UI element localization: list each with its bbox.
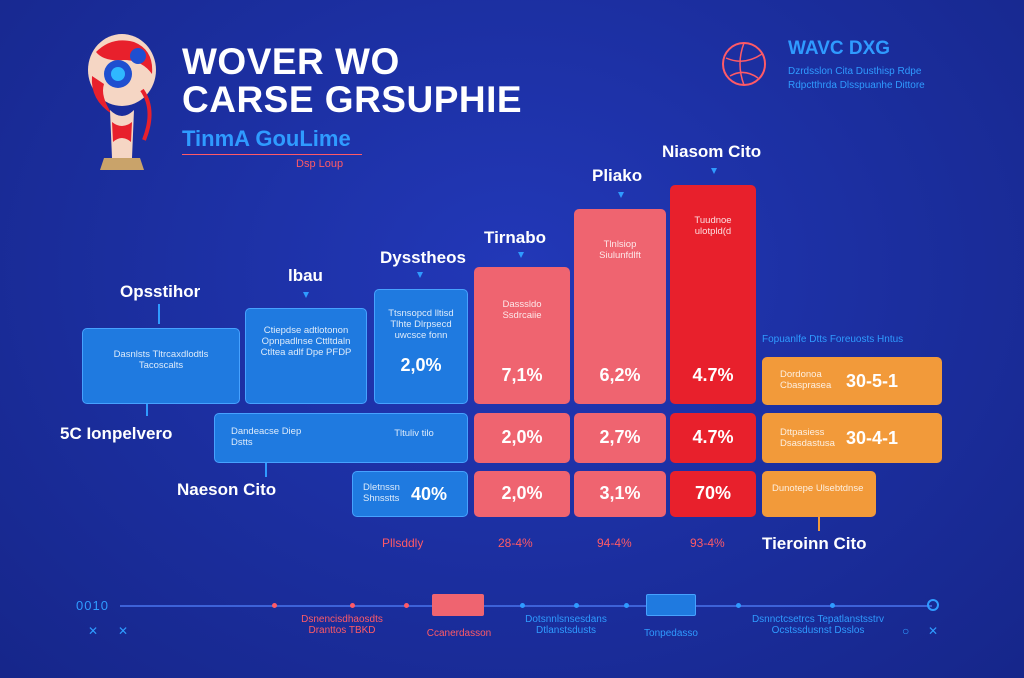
- timeline-label-1: Dsnencisdhaosdts Dranttos TBKD: [301, 614, 383, 636]
- timeline-right-circle-icon: ○: [902, 624, 910, 638]
- tagline: Dsp Loup: [296, 158, 344, 170]
- column-4-pointer: [518, 252, 524, 258]
- column-5-card-text: Tlnlsiop Siulunfdlft: [599, 239, 641, 261]
- column-6-foot: 93-4%: [690, 536, 725, 550]
- timeline-label-2: Ccanerdasson: [426, 628, 492, 639]
- timeline-right-cross-icon: ✕: [928, 624, 939, 638]
- timeline-end-icon: [927, 599, 939, 611]
- column-1-card-text: Dasnlsts Tltrcaxdlodtls Tacoscalts: [113, 349, 209, 371]
- column-2-caption: lbau: [288, 266, 323, 285]
- right-row-1-card: Dordonoa Cbasprasea 30-5-1: [762, 357, 942, 405]
- column-4-value-1: 7,1%: [501, 365, 543, 385]
- right-row-2-value: 30-4-1: [846, 428, 899, 448]
- column-1-caption: Opsstihor: [120, 282, 201, 301]
- column-6-value-1: 4.7%: [692, 365, 734, 385]
- column-2-pointer: [303, 292, 309, 298]
- column-1-card: Dasnlsts Tltrcaxdlodtls Tacoscalts: [82, 328, 240, 404]
- timeline-marker-8: [830, 603, 835, 608]
- column-2-card: Ctiepdse adtlotonon Opnpadlnse Cttltdaln…: [245, 308, 367, 404]
- row-2-wide-card-text: Dandeacse Diep Dstts: [231, 426, 302, 448]
- right-row-3-card: Dunotepe Ulsebtdnse: [762, 471, 876, 517]
- row-2-wide-card-right-text: Tltuliv tilo: [394, 428, 434, 439]
- column-3-card-text: Ttsnsopcd lltisd Tlhte Dlrpsecd uwcsce f…: [388, 308, 454, 341]
- row-2-wide-card: Dandeacse Diep Dstts Tltuliv tilo: [214, 413, 468, 463]
- column-4-caption: Tirnabo: [484, 228, 547, 247]
- timeline-marker-1: [272, 603, 277, 608]
- column-6-card: Tuudnoe ulotpld(d 4.7%: [670, 185, 756, 404]
- row-3-label: Naeson Cito: [177, 480, 277, 499]
- column-5-value-1: 6,2%: [599, 365, 641, 385]
- right-row-2-card: Dttpasiess Dsasdastusa 30-4-1: [762, 413, 942, 463]
- column-5-row-3-card: 3,1%: [574, 471, 666, 517]
- column-3-row-3-card: Dletnssn Shnsstts 40%: [352, 471, 468, 517]
- column-4-row-2-card: 2,0%: [474, 413, 570, 463]
- column-4-card-text: Dasssldo Ssdrcaiie: [502, 299, 542, 321]
- right-row-1-value: 30-5-1: [846, 371, 899, 391]
- right-row-3-text: Dunotepe Ulsebtdnse: [772, 483, 864, 494]
- timeline-marker-2: [350, 603, 355, 608]
- column-4-value-3: 2,0%: [501, 483, 543, 503]
- timeline-start-label: 0010: [76, 598, 109, 613]
- column-6-row-3-card: 70%: [670, 471, 756, 517]
- column-3-value-3: 40%: [411, 484, 448, 504]
- row-2-connector: [265, 463, 267, 477]
- column-3-row-3-text: Dletnssn Shnsstts: [363, 482, 400, 504]
- column-5-value-3: 3,1%: [599, 483, 641, 503]
- world-cup-trophy-logo: [88, 34, 156, 170]
- timeline-label-4: Tonpedasso: [644, 628, 698, 639]
- timeline-axis: [120, 605, 932, 607]
- foot-left-label: Pllsddly: [382, 536, 424, 550]
- timeline-left-cross-icon-2: ✕: [118, 624, 129, 638]
- column-3-caption: Dysstheos: [380, 248, 466, 267]
- column-5-foot: 94-4%: [597, 536, 632, 550]
- column-3-pointer: [417, 272, 423, 278]
- right-row-3-connector: [818, 517, 820, 531]
- column-5-pointer: [618, 192, 624, 198]
- column-4-foot: 28-4%: [498, 536, 533, 550]
- column-2-card-text: Ctiepdse adtlotonon Opnpadlnse Cttltdaln…: [260, 325, 352, 358]
- subtitle-underline: [182, 154, 362, 155]
- timeline-pink-segment: [432, 594, 484, 616]
- column-5-value-2: 2,7%: [599, 427, 641, 447]
- column-4-row-3-card: 2,0%: [474, 471, 570, 517]
- column-6-value-2: 4.7%: [692, 427, 734, 447]
- right-row-1-text: Dordonoa Cbasprasea: [780, 369, 832, 391]
- column-5-row-2-card: 2,7%: [574, 413, 666, 463]
- subtitle: TinmA GouLime: [182, 126, 351, 151]
- column-4-value-2: 2,0%: [501, 427, 543, 447]
- timeline-label-3: Dotsnnlsnsesdans Dtlanstsdusts: [525, 614, 607, 636]
- timeline-marker-7: [736, 603, 741, 608]
- globe-icon: [722, 42, 766, 86]
- timeline-marker-4: [520, 603, 525, 608]
- column-6-pointer: [711, 168, 717, 174]
- column-1-down-connector: [146, 404, 148, 416]
- right-row-2-text: Dttpasiess Dsasdastusa: [780, 427, 835, 449]
- timeline-label-5: Dsnnctcsetrcs Tepatlanstsstrv Ocstssdusn…: [751, 614, 885, 636]
- column-6-row-2-card: 4.7%: [670, 413, 756, 463]
- brand-line-1: Dzrdsslon Cita Dusthisp Rdpe: [788, 66, 922, 77]
- timeline-marker-3: [404, 603, 409, 608]
- right-block-caption: Tieroinn Cito: [762, 534, 867, 553]
- column-3-card: Ttsnsopcd lltisd Tlhte Dlrpsecd uwcsce f…: [374, 289, 468, 404]
- column-6-caption: Niasom Cito: [662, 142, 762, 161]
- timeline-left-cross-icon: ✕: [88, 624, 99, 638]
- column-6-value-3: 70%: [694, 483, 732, 503]
- timeline-marker-6: [624, 603, 629, 608]
- title-line-2: CARSE GRSUPHIE: [182, 79, 523, 120]
- brand-label: WAVC DXG: [788, 38, 891, 59]
- column-3-value-1: 2,0%: [400, 355, 442, 375]
- column-1-connector: [158, 304, 160, 324]
- timeline-marker-5: [574, 603, 579, 608]
- title-line-1: WOVER WO: [182, 41, 400, 82]
- column-4-card: Dasssldo Ssdrcaiie 7,1%: [474, 267, 570, 404]
- timeline-blue-segment: [646, 594, 696, 616]
- right-block-heading: Fopuanlfe Dtts Foreuosts Hntus: [762, 334, 904, 345]
- brand-line-2: Rdpctthrda Dlsspuanhe Dittore: [788, 80, 925, 91]
- column-5-card: Tlnlsiop Siulunfdlft 6,2%: [574, 209, 666, 404]
- column-5-caption: Pliako: [592, 166, 643, 185]
- row-2-label: 5C Ionpelvero: [60, 424, 173, 443]
- column-6-card-text: Tuudnoe ulotpld(d: [694, 215, 732, 237]
